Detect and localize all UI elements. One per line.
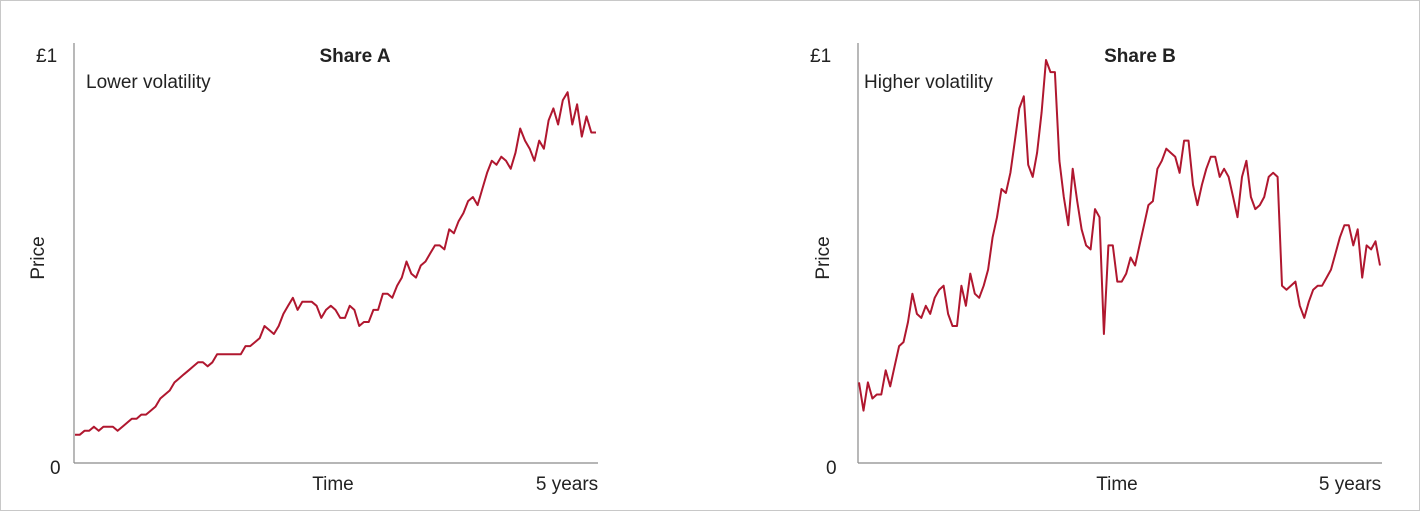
share-a-y-top-label: £1 xyxy=(36,46,57,67)
share-b-title: Share B xyxy=(1104,46,1176,67)
share-a-subtitle: Lower volatility xyxy=(86,72,211,93)
share-a-x-end-label: 5 years xyxy=(536,474,598,495)
share-b-y-bottom-label: 0 xyxy=(826,458,837,479)
share-a-x-axis-label: Time xyxy=(312,474,354,495)
share-b-y-axis-label: Price xyxy=(813,236,834,279)
share-b-y-top-label: £1 xyxy=(810,46,831,67)
chart-share-a: Share A Lower volatility £1 0 Price Time… xyxy=(28,43,598,495)
share-b-x-axis-label: Time xyxy=(1096,474,1138,495)
share-b-subtitle: Higher volatility xyxy=(864,72,993,93)
share-a-y-bottom-label: 0 xyxy=(50,458,61,479)
share-a-y-axis-label: Price xyxy=(28,236,49,279)
share-b-x-end-label: 5 years xyxy=(1319,474,1381,495)
share-a-price-line xyxy=(75,91,596,436)
chart-share-b: Share B Higher volatility £1 0 Price Tim… xyxy=(810,43,1382,495)
share-b-price-line xyxy=(858,59,1381,412)
share-a-title: Share A xyxy=(319,46,390,67)
